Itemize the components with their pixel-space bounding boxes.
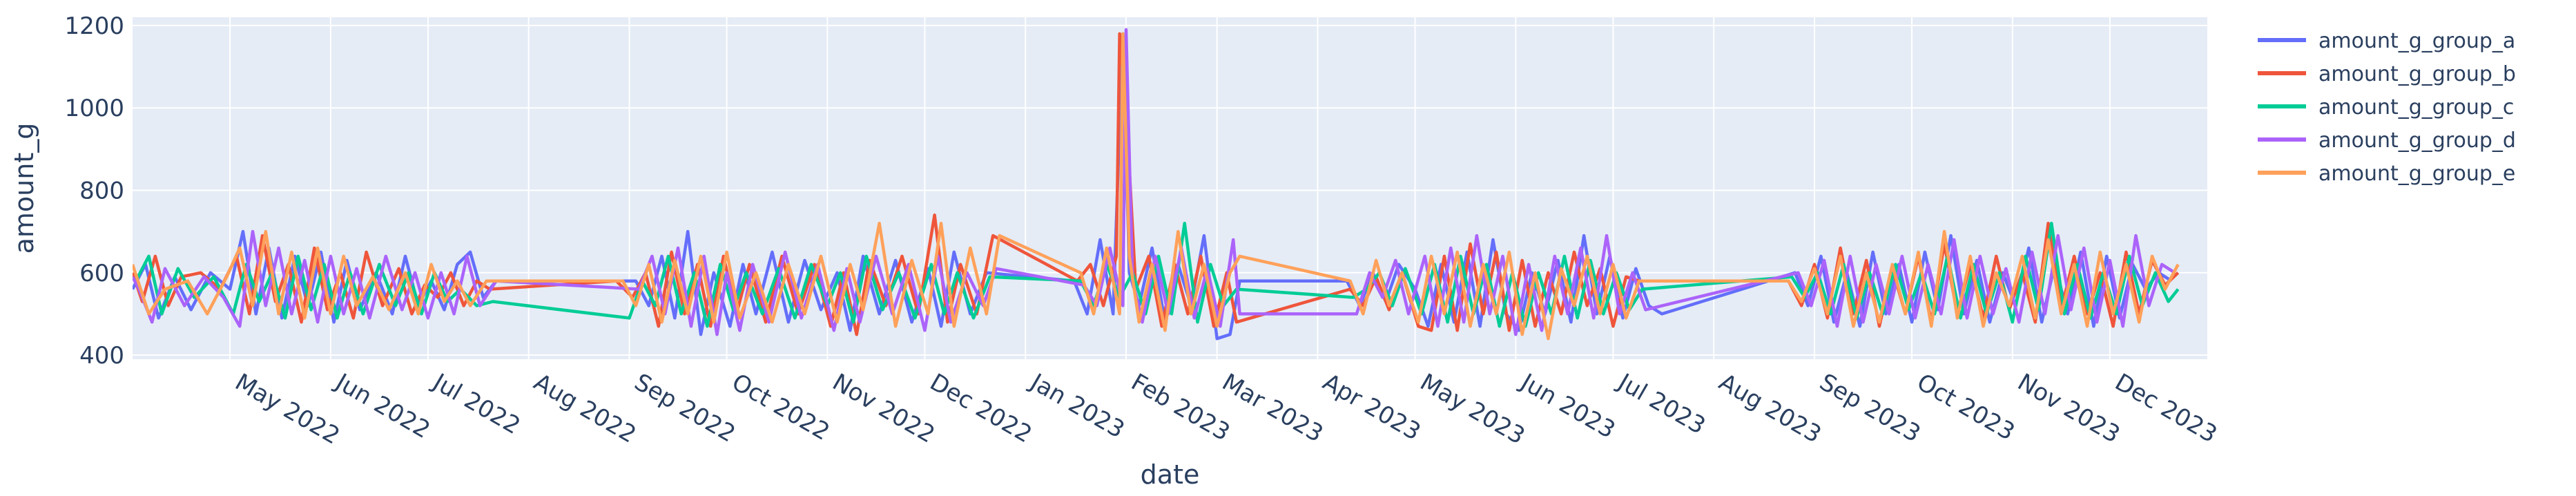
grid-lines: [133, 17, 2207, 359]
legend-label: amount_g_group_b: [2318, 62, 2516, 86]
x-axis-title: date: [1141, 459, 1200, 490]
legend-label: amount_g_group_a: [2318, 29, 2515, 53]
legend-item[interactable]: amount_g_group_d: [2258, 128, 2516, 153]
y-tick-label: 400: [79, 342, 124, 370]
series-lines: [133, 28, 2180, 341]
y-axis-ticks: 400 600 800 1000 1200: [64, 12, 124, 370]
legend-item[interactable]: amount_g_group_b: [2258, 62, 2516, 86]
legend-item[interactable]: amount_g_group_e: [2258, 162, 2515, 186]
legend-label: amount_g_group_e: [2318, 162, 2515, 186]
legend-item[interactable]: amount_g_group_a: [2258, 29, 2515, 53]
y-tick-label: 1000: [64, 95, 124, 122]
y-tick-label: 800: [79, 177, 124, 204]
legend-label: amount_g_group_d: [2318, 128, 2516, 153]
legend[interactable]: amount_g_group_a amount_g_group_b amount_g…: [2258, 29, 2516, 186]
y-tick-label: 600: [79, 260, 124, 287]
y-tick-label: 1200: [64, 12, 124, 40]
series-line-amount_g_group_e: [133, 32, 2180, 341]
series-line-amount_g_group_d: [133, 28, 2176, 336]
legend-label: amount_g_group_c: [2318, 95, 2514, 120]
legend-item[interactable]: amount_g_group_c: [2258, 95, 2514, 120]
y-axis-title: amount_g: [9, 123, 39, 254]
